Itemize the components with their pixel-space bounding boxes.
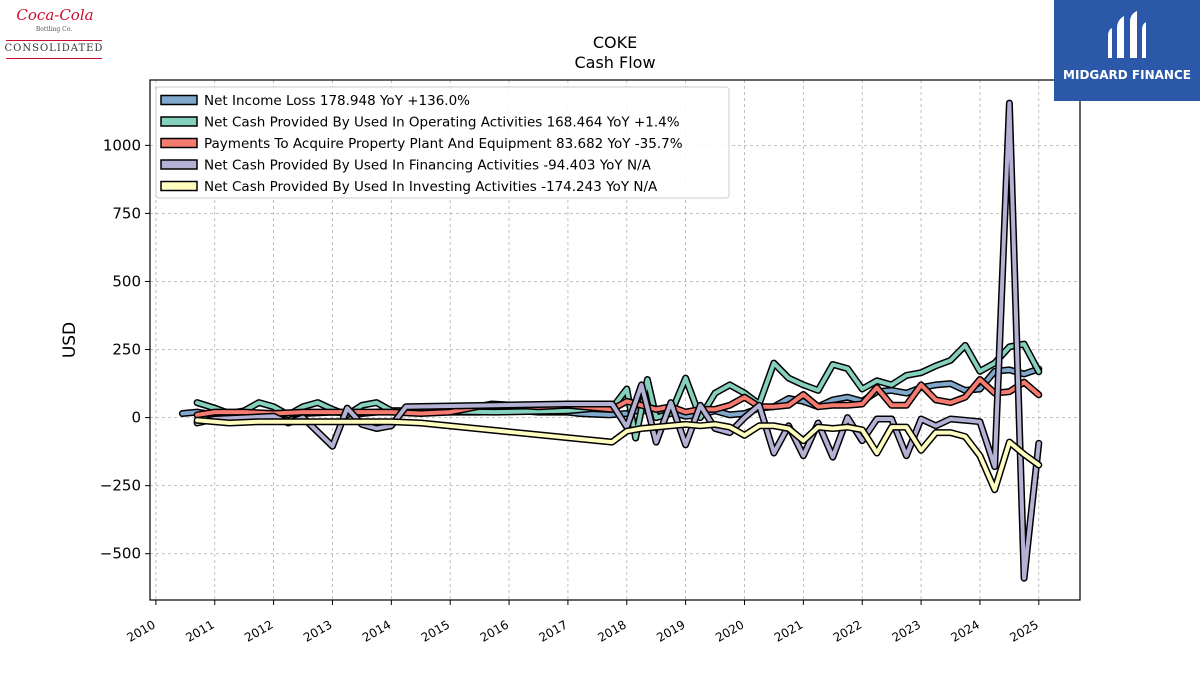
x-axis-ticks: 2010 2011 2012 2013 2014 2015 2016 2017 2018 2019…	[124, 600, 1041, 645]
series-line	[195, 418, 1041, 492]
x-tick-label: 2013	[301, 617, 334, 644]
x-tick-label: 2025	[1007, 617, 1040, 644]
x-tick-label: 2012	[242, 617, 275, 644]
y-tick-label: −500	[100, 545, 141, 563]
logo-rule	[6, 40, 102, 41]
series-lines	[178, 99, 1043, 582]
x-tick-label: 2016	[478, 617, 511, 644]
logo-sub-text: Bottling Co.	[35, 26, 73, 33]
x-tick-label: 2014	[360, 617, 393, 644]
y-tick-label: 1000	[103, 136, 141, 154]
legend-label: Payments To Acquire Property Plant And E…	[204, 136, 683, 152]
logo-rule	[6, 58, 102, 59]
legend-swatch	[160, 116, 198, 127]
series-line	[195, 101, 1041, 581]
x-tick-label: 2022	[831, 617, 864, 644]
legend-box	[155, 86, 730, 199]
chart-title: COKE	[593, 33, 637, 52]
legend-label: Net Cash Provided By Used In Operating A…	[204, 115, 680, 131]
logo-brand-text: Coca-Cola	[16, 6, 94, 24]
legend-label: Net Cash Provided By Used In Investing A…	[204, 179, 658, 195]
legend-swatch	[160, 94, 198, 106]
legend-label: Net Income Loss 178.948 YoY +136.0%	[204, 93, 470, 109]
legend-item: Net Cash Provided By Used In Operating A…	[160, 115, 680, 131]
legend-item: Net Cash Provided By Used In Financing A…	[160, 158, 652, 174]
x-tick-label: 2010	[124, 617, 157, 644]
midgard-finance-logo: MIDGARD FINANCE	[1054, 0, 1200, 101]
y-tick-label: −250	[100, 477, 141, 495]
legend-item: Net Cash Provided By Used In Investing A…	[160, 179, 658, 195]
x-tick-label: 2018	[595, 617, 628, 644]
y-tick-label: 250	[112, 341, 141, 359]
x-tick-label: 2011	[183, 617, 216, 644]
y-axis-ticks: −500 −250 0 250 500 750 1000	[100, 136, 150, 563]
legend-swatch	[160, 159, 198, 170]
y-tick-label: 750	[112, 204, 141, 222]
y-tick-label: 500	[112, 272, 141, 290]
legend-item: Payments To Acquire Property Plant And E…	[160, 136, 683, 152]
series-line-4	[193, 99, 1043, 582]
midgard-mark-icon	[1108, 11, 1146, 58]
logo-name-text: CONSOLIDATED	[4, 43, 104, 54]
legend-swatch	[160, 180, 198, 192]
x-tick-label: 2020	[713, 617, 746, 644]
x-tick-label: 2024	[949, 617, 982, 644]
legend-item: Net Income Loss 178.948 YoY +136.0%	[160, 93, 470, 109]
x-tick-label: 2017	[536, 617, 569, 644]
series-line	[195, 342, 1041, 440]
legend: Net Income Loss 178.948 YoY +136.0% Net C…	[155, 86, 730, 199]
series-line-2	[193, 340, 1043, 442]
chart-subtitle: Cash Flow	[574, 53, 655, 72]
series-line-3	[193, 376, 1043, 419]
midgard-finance-text: MIDGARD FINANCE	[1063, 68, 1191, 82]
series-line-5	[193, 416, 1043, 494]
series-outline	[193, 416, 1043, 494]
y-tick-label: 0	[131, 409, 141, 427]
x-tick-label: 2023	[890, 617, 923, 644]
y-axis-label: USD	[60, 322, 80, 358]
x-tick-label: 2015	[419, 617, 452, 644]
legend-swatch	[160, 137, 198, 149]
legend-label: Net Cash Provided By Used In Financing A…	[204, 158, 652, 174]
series-line	[195, 377, 1041, 417]
x-tick-label: 2021	[772, 617, 805, 644]
plot-frame	[149, 79, 1081, 601]
x-tick-label: 2019	[654, 617, 687, 644]
coke-consolidated-logo: Coca-Cola Bottling Co. CONSOLIDATED	[4, 4, 104, 70]
